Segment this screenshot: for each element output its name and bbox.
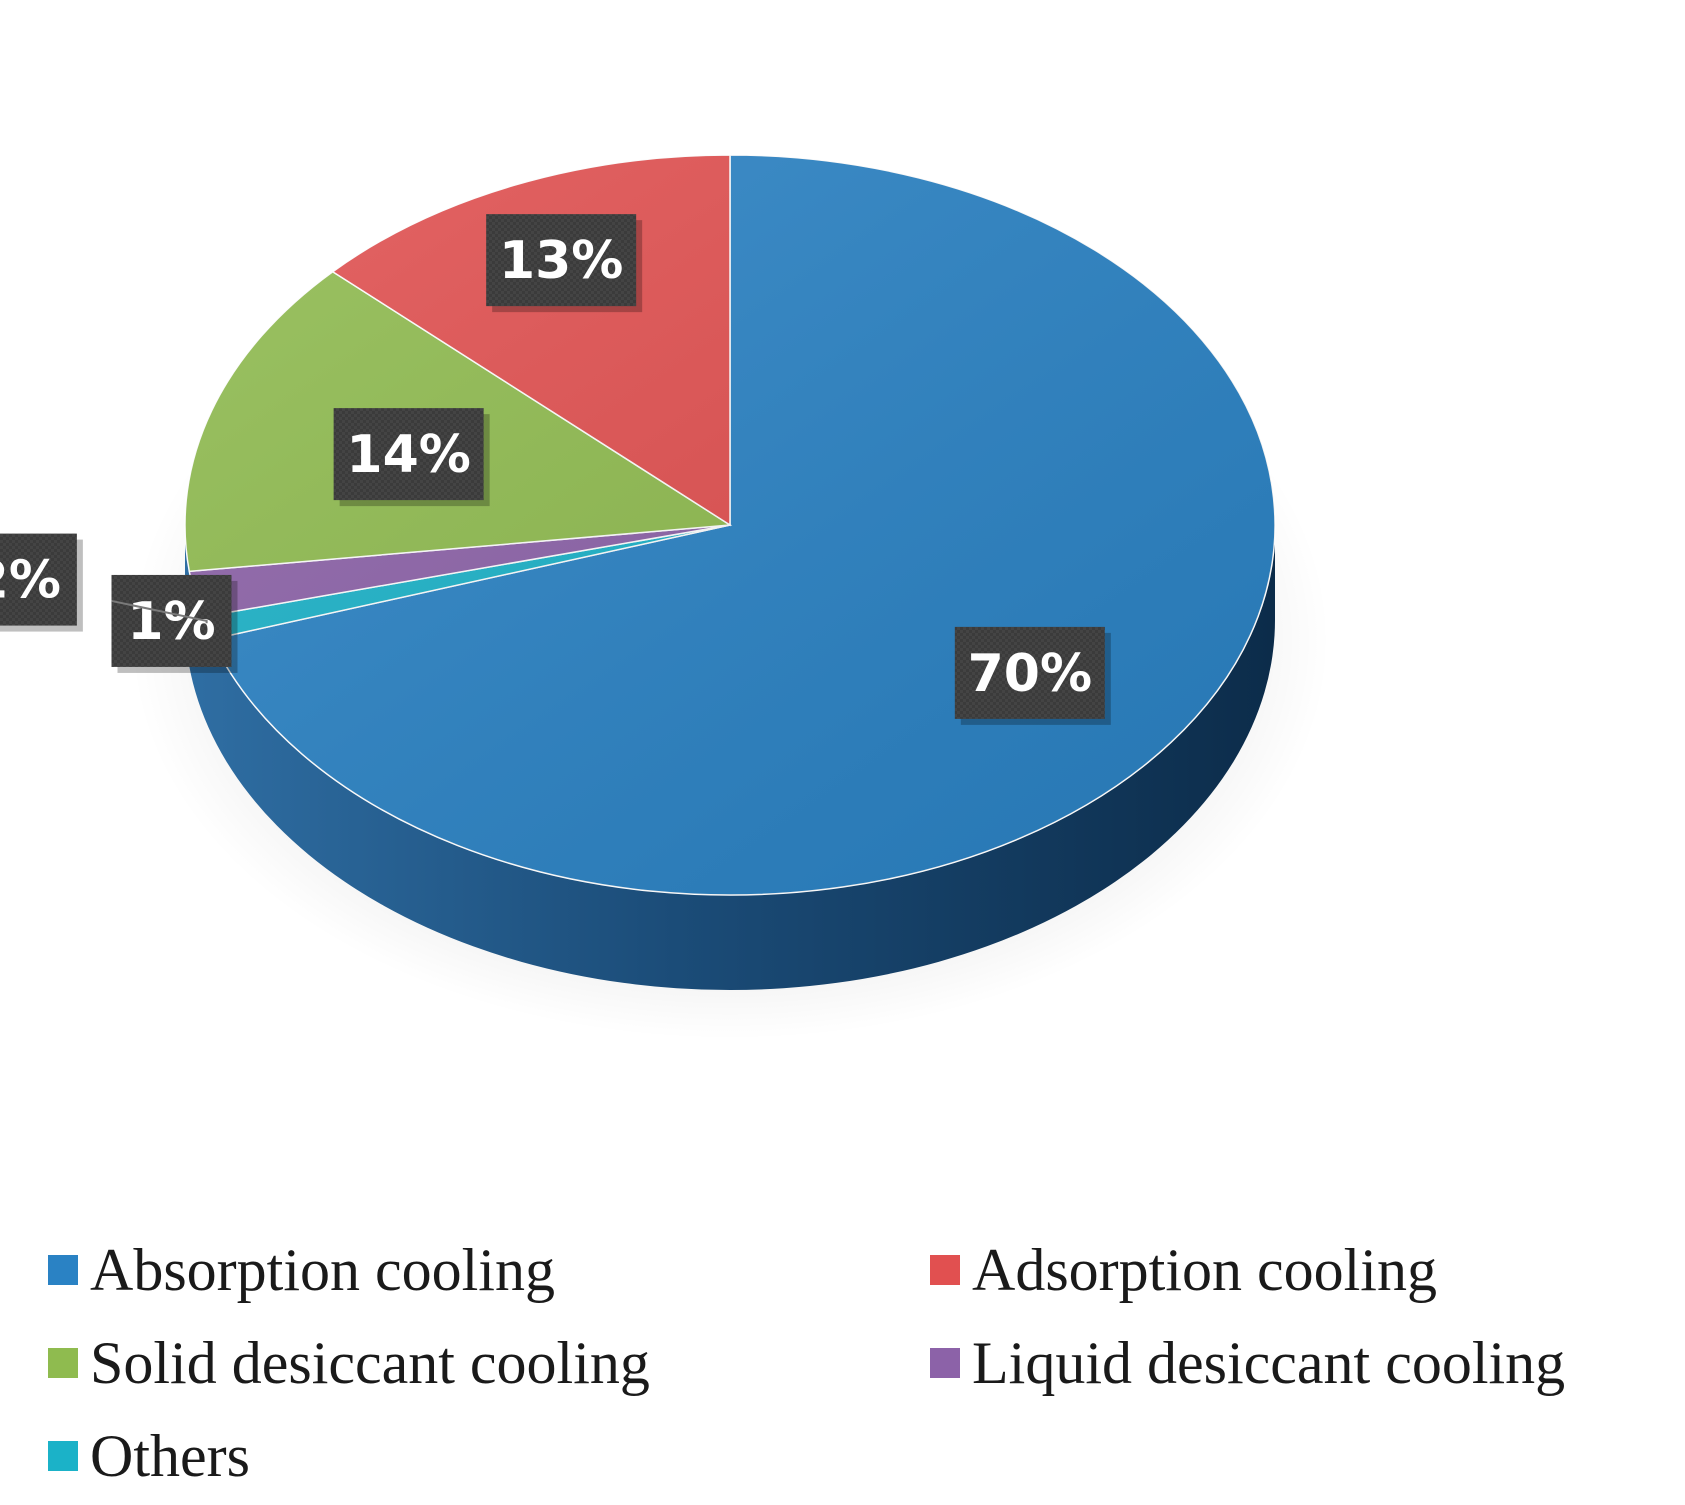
pie-data-labels: 70% 1% 2% 14% 13% bbox=[0, 214, 1111, 725]
legend-item-adsorption-cooling: Adsorption cooling bbox=[930, 1230, 1437, 1310]
legend-item-liquid-desiccant-cooling: Liquid desiccant cooling bbox=[930, 1323, 1565, 1403]
legend-swatch bbox=[930, 1255, 960, 1285]
legend-swatch bbox=[930, 1348, 960, 1378]
legend-item-others: Others bbox=[48, 1416, 250, 1496]
data-label-text: 70% bbox=[968, 644, 1092, 704]
legend-swatch bbox=[48, 1255, 78, 1285]
data-label-text: 14% bbox=[346, 425, 470, 485]
pie-slices bbox=[184, 154, 1276, 896]
data-label-solid-desiccant-cooling: 14% bbox=[333, 408, 490, 507]
legend-label: Solid desiccant cooling bbox=[90, 1330, 650, 1396]
leader-line bbox=[111, 599, 208, 624]
legend-item-absorption-cooling: Absorption cooling bbox=[48, 1230, 555, 1310]
legend: Absorption cooling Adsorption cooling So… bbox=[0, 1230, 1685, 1505]
data-label-adsorption-cooling: 13% bbox=[486, 214, 643, 313]
data-label-text: 1% bbox=[127, 592, 215, 652]
data-label-liquid-desiccant-cooling: 2% bbox=[0, 533, 83, 632]
legend-label: Absorption cooling bbox=[90, 1237, 555, 1303]
legend-swatch bbox=[48, 1348, 78, 1378]
legend-label: Adsorption cooling bbox=[972, 1237, 1437, 1303]
pie-chart: 70% 1% 2% 14% 13% bbox=[0, 154, 1330, 1040]
data-label-text: 2% bbox=[0, 551, 61, 611]
data-label-others: 1% bbox=[111, 574, 238, 673]
legend-item-solid-desiccant-cooling: Solid desiccant cooling bbox=[48, 1323, 650, 1403]
data-label-absorption-cooling: 70% bbox=[954, 626, 1111, 725]
legend-label: Others bbox=[90, 1423, 250, 1489]
legend-label: Liquid desiccant cooling bbox=[972, 1330, 1566, 1396]
data-label-text: 13% bbox=[499, 231, 623, 291]
legend-swatch bbox=[48, 1441, 78, 1471]
